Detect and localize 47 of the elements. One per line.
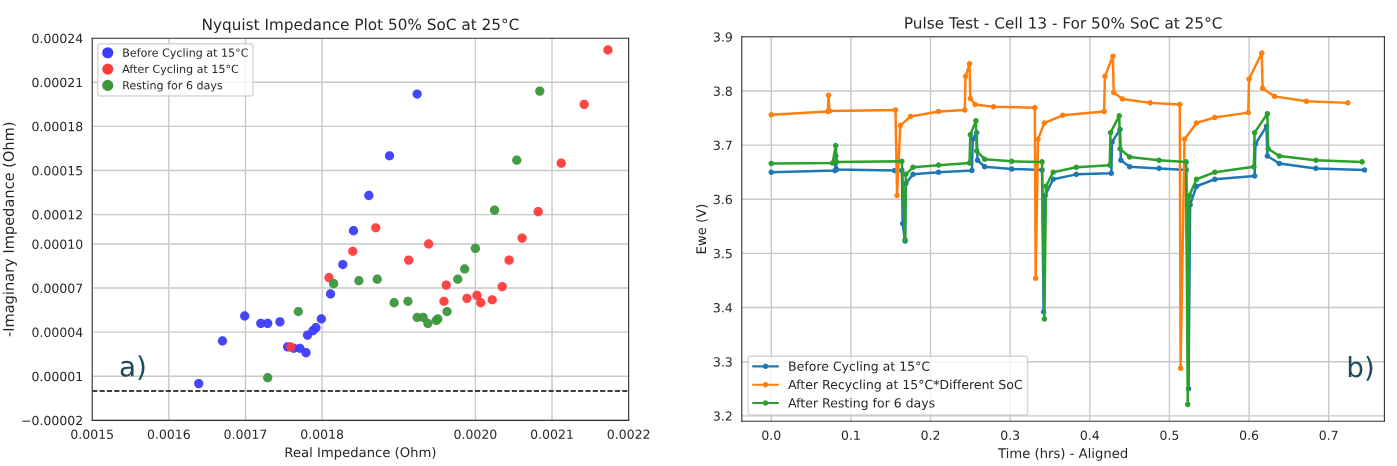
- x-tick-label: 0.0021: [530, 429, 573, 440]
- y-tick-label: −0.00002: [22, 415, 82, 426]
- y-tick-label: 3.5: [713, 248, 732, 259]
- chart-title: Nyquist Impedance Plot 50% SoC at 25°C: [203, 18, 519, 34]
- y-tick-label: 0.00024: [32, 33, 83, 44]
- x-tick-label: 0.0: [762, 430, 781, 440]
- x-tick-label: 0.5: [1160, 430, 1179, 440]
- x-tick-label: 0.6: [1239, 430, 1259, 440]
- x-tick-label: 0.0018: [301, 429, 344, 440]
- y-tick-label: 3.4: [713, 303, 733, 313]
- x-tick-label: 0.0022: [607, 429, 650, 440]
- y-tick-label: 0.00015: [32, 165, 83, 176]
- legend-label: After Resting for 6 days: [788, 397, 935, 411]
- y-tick-label: 0.00021: [32, 77, 83, 88]
- y-tick-label: 3.6: [713, 194, 732, 205]
- annotation: b): [1348, 355, 1373, 381]
- x-tick-label: 0.0015: [71, 429, 113, 440]
- y-tick-label: 0.00007: [32, 283, 83, 293]
- x-tick-label: 0.0017: [224, 429, 267, 440]
- y-tick-label: 0.00018: [32, 121, 83, 132]
- x-axis-title: Time (hrs) - Aligned: [997, 447, 1128, 461]
- legend-label: After Recycling at 15°C*Different SoC: [788, 379, 1023, 392]
- legend-label: After Cycling at 15°C: [122, 64, 239, 76]
- legend-label: Before Cycling at 15°C: [789, 361, 930, 374]
- y-tick-label: 0.00004: [32, 327, 83, 338]
- y-axis-title: Ewe (V): [695, 204, 708, 254]
- x-tick-label: 0.2: [921, 430, 940, 440]
- x-tick-label: 0.1: [841, 430, 860, 440]
- annotation: a): [120, 355, 145, 381]
- x-tick-label: 0.4: [1080, 430, 1100, 440]
- y-tick-label: 3.7: [713, 140, 732, 151]
- chart-title: Pulse Test - Cell 13 - For 50% SoC at 25°C: [905, 16, 1222, 29]
- x-tick-label: 0.3: [1001, 430, 1020, 440]
- y-tick-label: 3.3: [713, 357, 732, 367]
- y-tick-label: 3.8: [713, 86, 732, 96]
- x-tick-label: 0.0020: [454, 429, 497, 440]
- y-axis-title: -Imaginary Impedance (Ohm): [2, 122, 17, 337]
- legend-label: Resting for 6 days: [123, 80, 223, 92]
- y-tick-label: 3.2: [713, 411, 732, 421]
- legend-label: Before Cycling at 15°C: [123, 48, 248, 59]
- x-axis-title: Real Impedance (Ohm): [285, 447, 436, 460]
- y-tick-label: 0.00012: [32, 210, 82, 220]
- y-tick-label: 3.9: [713, 32, 732, 42]
- y-tick-label: 0.00010: [32, 239, 83, 249]
- x-tick-label: 0.7: [1319, 430, 1338, 440]
- x-tick-label: 0.0016: [147, 429, 190, 440]
- y-tick-label: 0.00001: [32, 371, 83, 382]
